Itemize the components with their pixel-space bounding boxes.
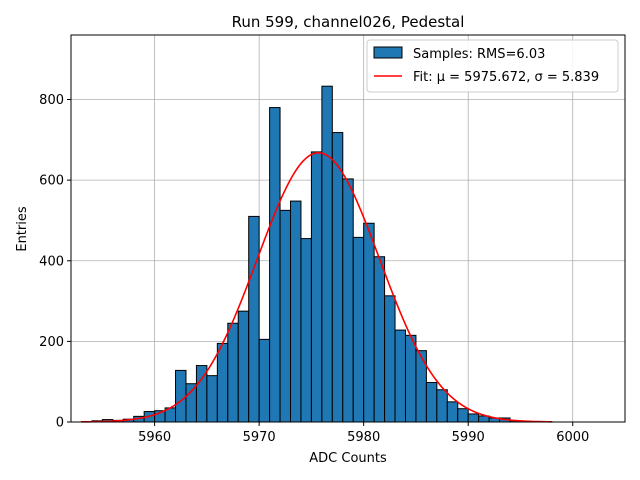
histogram-bar: [404, 334, 417, 423]
histogram-bar: [310, 151, 323, 423]
histogram-bar: [363, 222, 375, 423]
x-tick-label: 6000: [556, 430, 589, 445]
histogram-bar: [467, 413, 480, 423]
histogram-bar: [425, 381, 438, 423]
histogram-bar: [373, 256, 386, 423]
legend-label-samples: Samples: RMS=6.03: [413, 47, 545, 62]
x-tick-label: 5960: [138, 430, 171, 445]
histogram-bar: [415, 350, 427, 423]
histogram-bar: [258, 338, 271, 423]
histogram-bar: [248, 215, 260, 423]
histogram-bar: [269, 107, 281, 423]
histogram-bar: [321, 85, 333, 423]
y-tick-label: 600: [39, 174, 64, 189]
histogram-bar: [206, 375, 218, 423]
histogram-bar: [384, 295, 396, 423]
y-tick-label: 400: [39, 254, 64, 269]
x-tick-label: 5980: [347, 430, 380, 445]
histogram-bar: [394, 329, 406, 423]
histogram-bar: [352, 236, 365, 423]
histogram-bar: [227, 322, 239, 423]
y-tick-label: 0: [56, 416, 64, 431]
histogram-bar: [175, 369, 187, 423]
legend: Samples: RMS=6.03 Fit: μ = 5975.672, σ =…: [366, 39, 619, 93]
histogram-bar: [279, 209, 292, 423]
histogram-bar: [185, 383, 197, 423]
histogram-bars: [80, 85, 553, 423]
gaussian-fit-curve: [81, 151, 552, 423]
x-tick-label: 5990: [452, 430, 485, 445]
legend-patch-samples: [373, 46, 403, 59]
histogram-bar: [457, 408, 469, 423]
axis-ticks: 5960 5970 5980 5990 6000 0 200 400 600 800: [39, 93, 589, 445]
histogram-bar: [446, 401, 459, 423]
x-tick-label: 5970: [243, 430, 276, 445]
histogram-bar: [342, 178, 354, 423]
y-tick-label: 800: [39, 93, 64, 108]
histogram-bar: [290, 200, 302, 423]
legend-box: [366, 39, 619, 93]
histogram-bar: [300, 238, 312, 423]
histogram-bar: [216, 342, 229, 423]
x-axis-label: ADC Counts: [309, 451, 387, 466]
plot-frame: [70, 34, 626, 423]
histogram-bar: [237, 310, 250, 423]
chart-title: Run 599, channel026, Pedestal: [232, 13, 465, 31]
y-tick-label: 200: [39, 335, 64, 350]
histogram-bar: [436, 389, 448, 423]
y-axis-label: Entries: [15, 206, 30, 252]
histogram-bar: [331, 132, 344, 423]
legend-label-fit: Fit: μ = 5975.672, σ = 5.839: [413, 70, 599, 85]
